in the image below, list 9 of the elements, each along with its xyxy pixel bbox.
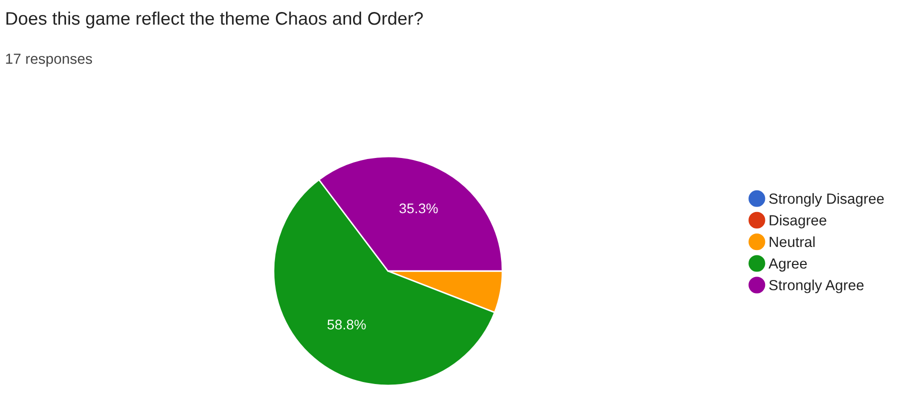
legend-label: Strongly Disagree — [769, 193, 884, 207]
data-label: 35.3% — [399, 203, 438, 214]
data-label: 58.8% — [327, 320, 366, 330]
text: 17 responses — [6, 54, 92, 67]
chart-title: Does this game reflect the theme Chaos and Order? — [6, 12, 423, 28]
legend-label: Strongly Agree — [769, 280, 864, 294]
legend-label: Neutral — [770, 236, 815, 248]
legend-label: Agree — [768, 258, 807, 272]
legend-label: Disagree — [770, 214, 826, 228]
